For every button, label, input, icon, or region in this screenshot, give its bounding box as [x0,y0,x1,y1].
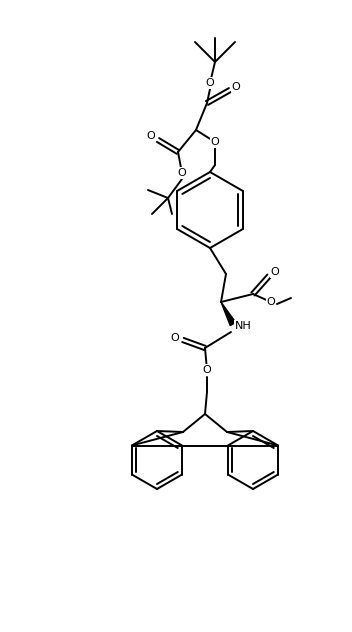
Polygon shape [221,302,236,325]
Text: O: O [147,131,155,141]
Text: O: O [210,137,219,147]
Text: O: O [178,168,186,178]
Text: O: O [171,333,180,343]
Text: O: O [271,267,279,277]
Text: O: O [203,365,211,375]
Text: O: O [232,82,240,92]
Text: O: O [206,78,214,88]
Text: NH: NH [235,321,251,331]
Text: O: O [266,297,275,307]
